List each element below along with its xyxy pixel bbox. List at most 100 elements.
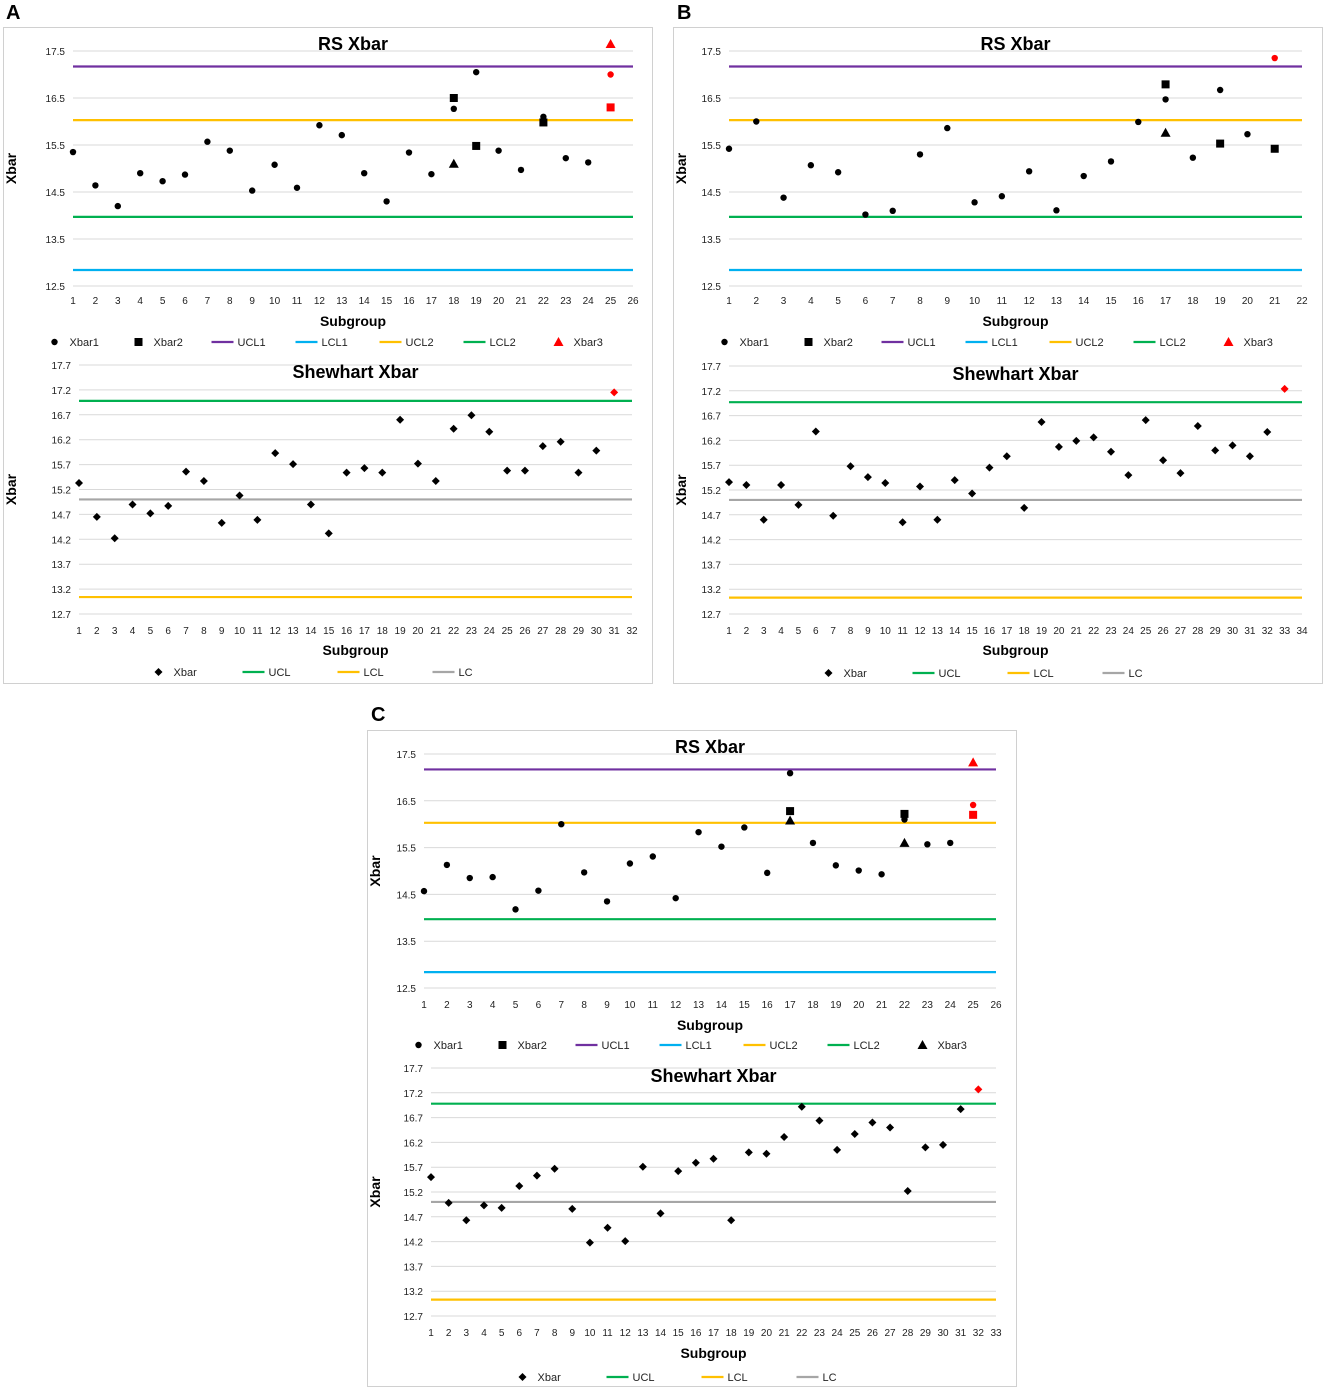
x-tick-label: 23	[814, 1328, 826, 1339]
data-point-xbar1	[361, 170, 368, 177]
data-point-xbar3	[1160, 127, 1171, 137]
x-tick-label: 17	[1160, 296, 1172, 307]
data-point-xbar1	[901, 816, 908, 823]
data-point-xbar	[182, 467, 191, 476]
x-tick-label: 16	[690, 1328, 702, 1339]
data-point-xbar2	[1216, 139, 1225, 148]
x-tick-label: 22	[796, 1328, 808, 1339]
x-axis-label: Subgroup	[677, 1017, 743, 1033]
data-point-xbar	[794, 500, 803, 509]
data-point-xbar	[1089, 433, 1098, 442]
data-point-xbar1	[293, 184, 301, 191]
x-tick-label: 8	[201, 626, 207, 637]
x-tick-label: 26	[519, 626, 531, 637]
data-point-xbar	[939, 1140, 948, 1149]
x-tick-label: 8	[552, 1328, 558, 1339]
legend-label: Xbar1	[70, 337, 99, 349]
x-tick-label: 21	[430, 626, 442, 637]
data-point-xbar	[1245, 452, 1254, 461]
x-tick-label: 3	[467, 1000, 473, 1011]
x-tick-label: 7	[830, 626, 836, 637]
x-tick-label: 12	[314, 296, 326, 307]
x-tick-label: 23	[560, 296, 572, 307]
x-tick-label: 18	[448, 296, 460, 307]
y-tick-label: 16.2	[702, 436, 722, 447]
y-tick-label: 15.2	[52, 486, 72, 497]
data-point-xbar	[921, 1143, 930, 1152]
y-tick-label: 16.7	[404, 1114, 424, 1125]
x-tick-label: 5	[513, 1000, 519, 1011]
data-point-xbar1	[1053, 207, 1060, 214]
y-tick-label: 15.7	[52, 461, 72, 472]
y-tick-label: 15.2	[404, 1188, 424, 1199]
data-point-xbar1	[1189, 154, 1197, 161]
data-point-xbar3	[448, 158, 459, 168]
data-point-xbar	[128, 500, 137, 509]
x-tick-label: 27	[1175, 626, 1187, 637]
legend-label: LCL1	[686, 1040, 712, 1052]
y-tick-label: 15.2	[702, 486, 722, 497]
x-tick-label: 13	[932, 626, 944, 637]
x-tick-label: 18	[377, 626, 389, 637]
data-point-xbar	[485, 427, 494, 436]
x-tick-label: 22	[538, 296, 550, 307]
data-point-xbar1	[495, 147, 502, 154]
legend-label: LCL2	[490, 337, 516, 349]
x-tick-label: 1	[421, 1000, 427, 1011]
x-tick-label: 2	[93, 296, 99, 307]
data-point-xbar1	[786, 769, 794, 777]
x-tick-label: 26	[1158, 626, 1170, 637]
data-point-xbar2	[539, 118, 548, 127]
legend-marker	[51, 338, 58, 346]
y-tick-label: 16.2	[404, 1138, 424, 1149]
data-point-xbar	[462, 1216, 471, 1225]
x-tick-label: 11	[897, 626, 908, 637]
y-tick-label: 16.5	[702, 94, 722, 105]
data-point-xbar1	[580, 869, 588, 876]
legend-label: Xbar2	[518, 1040, 547, 1052]
data-point-flagged	[969, 801, 977, 809]
legend-label: Xbar	[174, 667, 198, 679]
data-point-xbar	[164, 501, 173, 510]
data-point-xbar2	[449, 94, 458, 102]
x-tick-label: 21	[515, 296, 527, 307]
data-point-xbar	[759, 515, 768, 524]
x-tick-label: 14	[1078, 296, 1090, 307]
legend-marker	[415, 1041, 422, 1049]
data-point-xbar1	[420, 887, 428, 895]
chart-title: Shewhart Xbar	[952, 364, 1078, 384]
chart-b-top: 12.513.514.515.516.517.51 2 3 4 5 6 7 8 9 10 11 12 1…	[673, 34, 1308, 349]
data-point-xbar	[289, 460, 298, 469]
x-tick-label: 17	[426, 296, 438, 307]
y-tick-label: 14.2	[404, 1238, 424, 1249]
x-tick-label: 10	[624, 1000, 636, 1011]
x-tick-label: 29	[920, 1328, 932, 1339]
data-point-xbar	[968, 489, 977, 498]
y-tick-label: 13.5	[46, 235, 66, 246]
x-tick-label: 1	[726, 626, 732, 637]
panel-label-a: A	[6, 2, 21, 24]
y-tick-label: 15.7	[702, 461, 722, 472]
x-tick-label: 22	[899, 1000, 911, 1011]
x-tick-label: 20	[1053, 626, 1065, 637]
data-point-xbar	[427, 1173, 435, 1182]
x-tick-label: 11	[292, 296, 303, 307]
x-tick-label: 19	[830, 1000, 842, 1011]
y-axis-label: Xbar	[3, 473, 19, 505]
data-point-xbar1	[649, 853, 656, 860]
data-point-xbar	[811, 427, 820, 436]
legend-marker	[154, 668, 163, 676]
data-point-xbar1	[1107, 158, 1115, 165]
data-point-xbar1	[971, 199, 978, 206]
x-tick-label: 24	[945, 1000, 957, 1011]
data-point-flagged	[607, 71, 614, 78]
data-point-xbar3	[785, 815, 796, 825]
data-point-xbar1	[1162, 96, 1169, 103]
x-tick-label: 9	[604, 1000, 610, 1011]
data-point-xbar1	[924, 841, 931, 848]
data-point-xbar1	[512, 906, 519, 913]
x-tick-label: 13	[336, 296, 348, 307]
chart-c-top: 12.513.514.515.516.517.51 2 3 4 5 6 7 8 9 10 11 12 1…	[367, 737, 1002, 1052]
x-tick-label: 7	[890, 296, 896, 307]
y-tick-label: 16.2	[52, 436, 72, 447]
